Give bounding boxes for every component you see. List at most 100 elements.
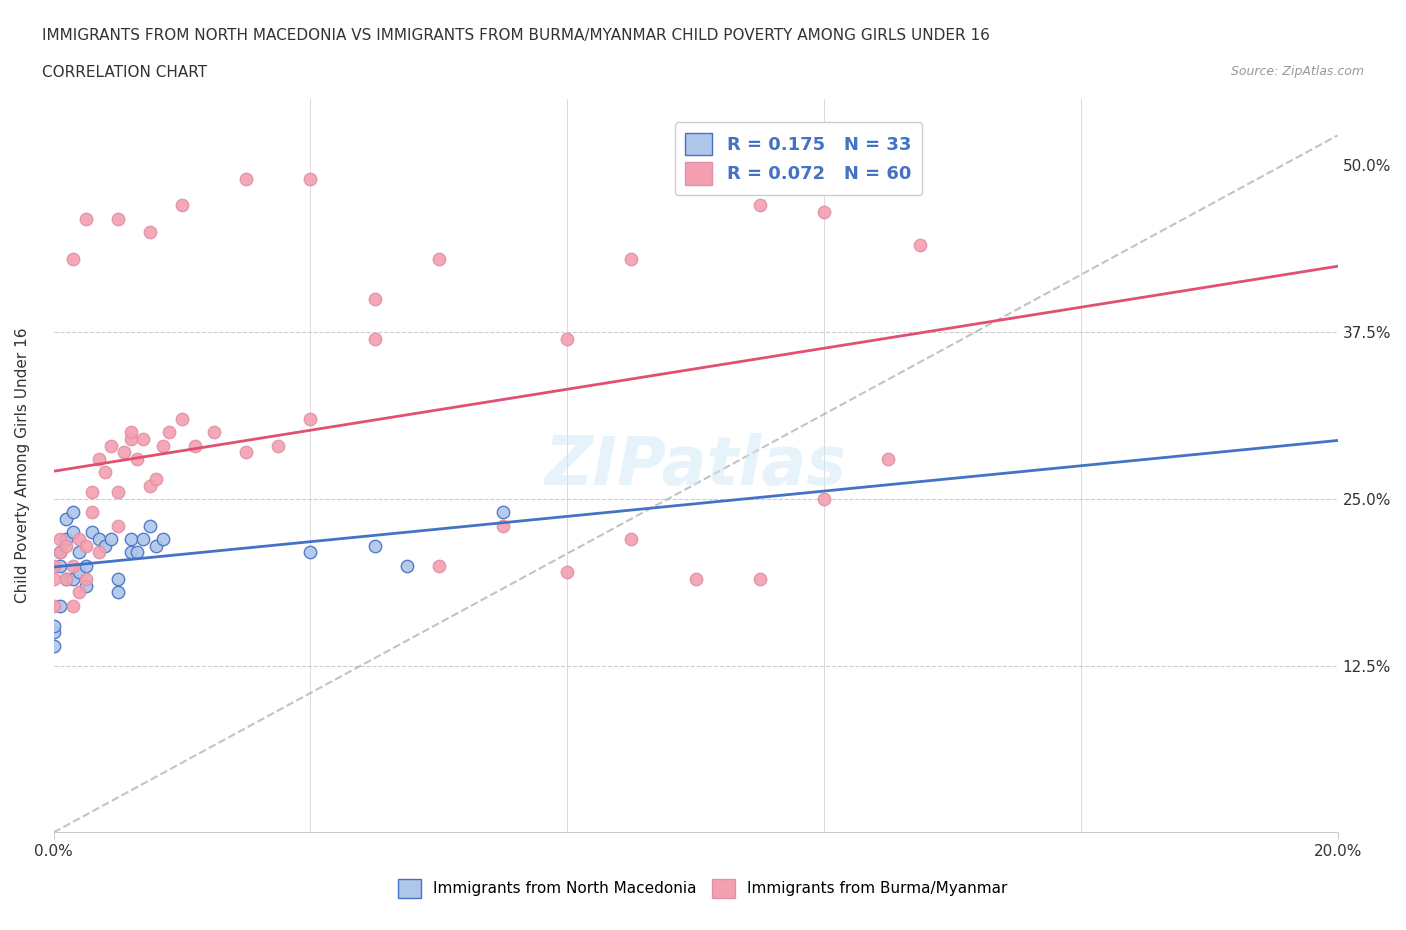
Point: [145, 538, 167, 553]
Point: [748, 198, 770, 213]
Point: [82, 505, 104, 520]
Point: [82, 485, 104, 499]
Point: [299, 411, 322, 426]
Point: [107, 485, 129, 499]
Point: [299, 545, 322, 560]
Point: [267, 438, 290, 453]
Point: [49, 598, 72, 613]
Y-axis label: Child Poverty Among Girls Under 16: Child Poverty Among Girls Under 16: [15, 327, 30, 604]
Point: [107, 518, 129, 533]
Point: [55, 512, 77, 526]
Point: [157, 425, 180, 440]
Point: [132, 531, 155, 546]
Point: [877, 451, 900, 466]
Point: [120, 425, 142, 440]
Point: [94, 538, 117, 553]
Text: CORRELATION CHART: CORRELATION CHART: [42, 65, 207, 80]
Legend: Immigrants from North Macedonia, Immigrants from Burma/Myanmar: Immigrants from North Macedonia, Immigra…: [392, 873, 1014, 904]
Point: [363, 331, 385, 346]
Point: [125, 451, 148, 466]
Point: [152, 531, 174, 546]
Point: [62, 505, 84, 520]
Point: [395, 558, 418, 573]
Point: [67, 585, 90, 600]
Point: [55, 531, 77, 546]
Point: [492, 505, 515, 520]
Point: [235, 445, 257, 459]
Point: [685, 158, 707, 173]
Point: [55, 538, 77, 553]
Point: [49, 558, 72, 573]
Point: [75, 558, 97, 573]
Point: [62, 558, 84, 573]
Text: Source: ZipAtlas.com: Source: ZipAtlas.com: [1230, 65, 1364, 78]
Point: [100, 531, 122, 546]
Point: [49, 545, 72, 560]
Point: [62, 251, 84, 266]
Point: [42, 598, 65, 613]
Point: [685, 572, 707, 587]
Point: [555, 331, 578, 346]
Point: [813, 491, 835, 506]
Point: [75, 572, 97, 587]
Point: [910, 238, 932, 253]
Text: ZIPatlas: ZIPatlas: [544, 432, 846, 498]
Point: [299, 171, 322, 186]
Point: [120, 545, 142, 560]
Point: [75, 211, 97, 226]
Point: [620, 531, 643, 546]
Point: [139, 478, 162, 493]
Point: [120, 432, 142, 446]
Point: [42, 572, 65, 587]
Point: [235, 171, 257, 186]
Point: [42, 558, 65, 573]
Point: [813, 205, 835, 219]
Point: [748, 572, 770, 587]
Point: [620, 251, 643, 266]
Point: [427, 251, 450, 266]
Point: [62, 572, 84, 587]
Point: [184, 438, 207, 453]
Point: [87, 451, 110, 466]
Point: [55, 572, 77, 587]
Point: [87, 531, 110, 546]
Point: [94, 465, 117, 480]
Point: [132, 432, 155, 446]
Point: [82, 525, 104, 539]
Point: [170, 198, 193, 213]
Point: [87, 545, 110, 560]
Point: [492, 518, 515, 533]
Point: [67, 565, 90, 579]
Point: [75, 578, 97, 593]
Point: [120, 531, 142, 546]
Point: [62, 525, 84, 539]
Point: [139, 518, 162, 533]
Point: [75, 538, 97, 553]
Point: [555, 565, 578, 579]
Point: [67, 531, 90, 546]
Point: [62, 598, 84, 613]
Point: [42, 638, 65, 653]
Point: [107, 572, 129, 587]
Point: [145, 472, 167, 486]
Point: [125, 545, 148, 560]
Text: IMMIGRANTS FROM NORTH MACEDONIA VS IMMIGRANTS FROM BURMA/MYANMAR CHILD POVERTY A: IMMIGRANTS FROM NORTH MACEDONIA VS IMMIG…: [42, 28, 990, 43]
Point: [139, 225, 162, 240]
Point: [107, 585, 129, 600]
Point: [363, 538, 385, 553]
Point: [152, 438, 174, 453]
Point: [42, 625, 65, 640]
Point: [67, 545, 90, 560]
Point: [363, 291, 385, 306]
Point: [55, 572, 77, 587]
Point: [42, 618, 65, 633]
Point: [49, 545, 72, 560]
Point: [100, 438, 122, 453]
Point: [170, 411, 193, 426]
Point: [427, 558, 450, 573]
Point: [107, 211, 129, 226]
Point: [202, 425, 225, 440]
Legend: R = 0.175   N = 33, R = 0.072   N = 60: R = 0.175 N = 33, R = 0.072 N = 60: [675, 123, 922, 195]
Point: [112, 445, 135, 459]
Point: [49, 531, 72, 546]
